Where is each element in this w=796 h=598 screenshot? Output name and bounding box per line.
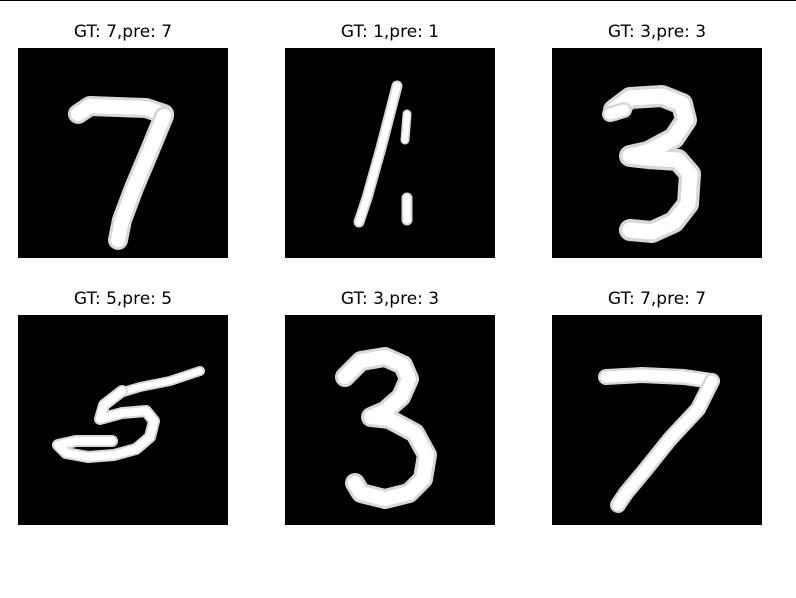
handwritten-seven-icon — [598, 367, 720, 513]
panel-title: GT: 1,pre: 1 — [340, 22, 440, 42]
digit-image-seven — [552, 315, 762, 525]
top-border-line — [0, 0, 796, 1]
handwritten-three-icon — [602, 85, 701, 243]
panel-title: GT: 7,pre: 7 — [73, 22, 173, 42]
digit-image-three — [552, 48, 762, 258]
panel-title: GT: 3,pre: 3 — [340, 289, 440, 309]
panel-title: GT: 5,pre: 5 — [73, 289, 173, 309]
handwritten-three-icon — [335, 347, 437, 509]
digit-image-three — [285, 315, 495, 525]
handwritten-five-icon — [52, 366, 205, 463]
handwritten-one-icon — [353, 80, 413, 228]
panel-title: GT: 7,pre: 7 — [607, 289, 707, 309]
panel-title: GT: 3,pre: 3 — [607, 22, 707, 42]
handwritten-seven-icon — [68, 96, 174, 250]
digit-image-one — [285, 48, 495, 258]
digit-image-five — [18, 315, 228, 525]
digit-image-seven — [18, 48, 228, 258]
